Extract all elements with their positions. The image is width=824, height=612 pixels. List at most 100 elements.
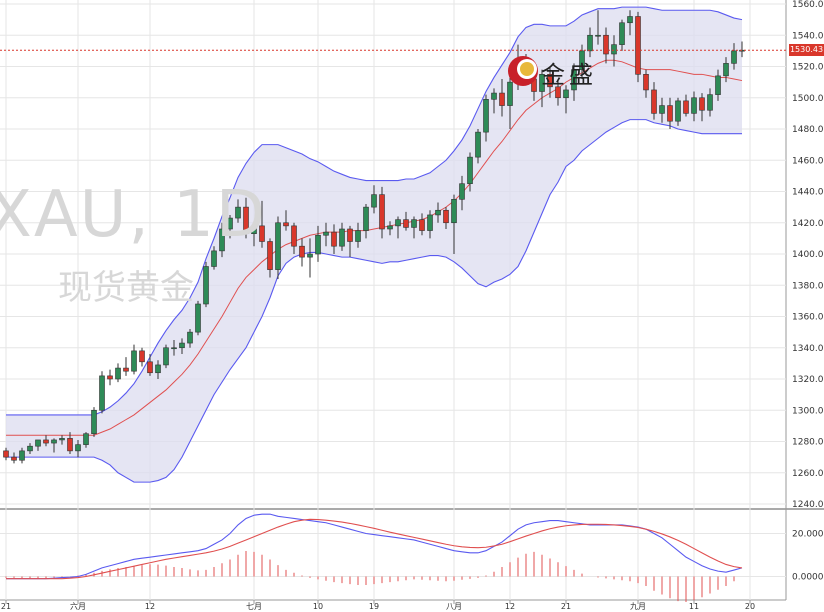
candle	[563, 85, 569, 114]
candle	[179, 338, 185, 354]
candle	[67, 432, 73, 454]
x-tick-label: 八月	[446, 602, 462, 611]
candle	[675, 97, 681, 126]
candle-body	[371, 194, 377, 208]
bollinger-band-fill	[6, 7, 742, 483]
y-tick-label: 1320.00	[792, 375, 824, 385]
y-tick-label: 1280.00	[792, 438, 824, 448]
candle	[27, 443, 33, 454]
candle	[723, 57, 729, 83]
candle-body	[19, 450, 25, 461]
candle-body	[403, 219, 409, 228]
candle	[51, 438, 57, 453]
candle-body	[459, 183, 465, 200]
candle	[283, 210, 289, 231]
candle	[451, 194, 457, 254]
x-tick-label: 20	[745, 602, 755, 611]
candle	[475, 129, 481, 164]
candle	[667, 97, 673, 129]
candle-body	[411, 219, 417, 228]
candle-body	[643, 74, 649, 91]
y-tick-label: 1420.00	[792, 219, 824, 229]
y-tick-label: 1440.00	[792, 188, 824, 198]
bollinger-upper-line	[6, 6, 743, 416]
candle	[83, 432, 89, 448]
candle	[259, 200, 265, 248]
candle	[603, 27, 609, 64]
candle	[483, 94, 489, 142]
candle-body	[723, 63, 729, 77]
candle	[123, 357, 129, 376]
candle	[251, 222, 257, 247]
candle	[459, 175, 465, 211]
candle	[163, 344, 169, 369]
candle	[331, 224, 337, 254]
candle-body	[91, 409, 97, 434]
candle	[699, 93, 705, 122]
y-tick-label: 1460.00	[792, 156, 824, 166]
candle	[99, 371, 105, 414]
candle-body	[171, 347, 177, 350]
candle-body	[291, 225, 297, 247]
candle-body	[611, 44, 617, 55]
candle	[91, 407, 97, 437]
candle	[731, 43, 737, 70]
candle	[155, 360, 161, 379]
candle-body	[123, 367, 129, 372]
candle	[611, 35, 617, 67]
candle	[235, 199, 241, 223]
candle-body	[603, 34, 609, 55]
candle-body	[539, 74, 545, 92]
candle-body	[259, 225, 265, 242]
candle	[299, 238, 305, 267]
candle-body	[347, 228, 353, 242]
candle-body	[147, 361, 153, 374]
candle	[323, 222, 329, 247]
candle-body	[451, 199, 457, 224]
brand-logo: 金盛	[505, 53, 625, 93]
candle	[171, 339, 177, 356]
candle	[291, 222, 297, 254]
candle-body	[699, 97, 705, 111]
candle-body	[203, 266, 209, 305]
candle-body	[547, 74, 553, 88]
candle	[555, 79, 561, 106]
candle	[595, 10, 601, 45]
candle	[115, 363, 121, 383]
candle	[467, 152, 473, 192]
candle-body	[51, 439, 57, 444]
candle-body	[243, 206, 249, 234]
candle	[371, 185, 377, 214]
candle	[347, 225, 353, 258]
y-tick-label: 1520.00	[792, 63, 824, 73]
candle	[715, 69, 721, 101]
candle	[243, 197, 249, 239]
candle	[307, 238, 313, 278]
candle	[619, 19, 625, 51]
candle-body	[339, 228, 345, 247]
candle-body	[595, 34, 601, 37]
candle-body	[155, 364, 161, 374]
y-tick-label: 1380.00	[792, 281, 824, 291]
candle	[195, 300, 201, 336]
candle	[187, 329, 193, 348]
candle	[147, 354, 153, 376]
candle-body	[115, 367, 121, 380]
macd-signal-line	[6, 518, 743, 580]
candle-body	[187, 331, 193, 344]
candle-body	[315, 234, 321, 255]
candle-body	[715, 75, 721, 95]
x-tick-label: 10	[313, 602, 323, 611]
candle	[651, 82, 657, 120]
x-tick-label: 12	[145, 602, 155, 611]
x-tick-label: 21	[1, 602, 11, 611]
candle-body	[75, 444, 81, 452]
y-tick-label: 1300.00	[792, 406, 824, 416]
candle	[491, 88, 497, 114]
candle-body	[3, 450, 9, 458]
x-tick-label: 19	[369, 602, 379, 611]
instrument-name-watermark: 现货黄金	[58, 268, 194, 308]
candle-body	[691, 97, 697, 114]
x-tick-label: 11	[689, 602, 699, 611]
candle-body	[651, 89, 657, 114]
